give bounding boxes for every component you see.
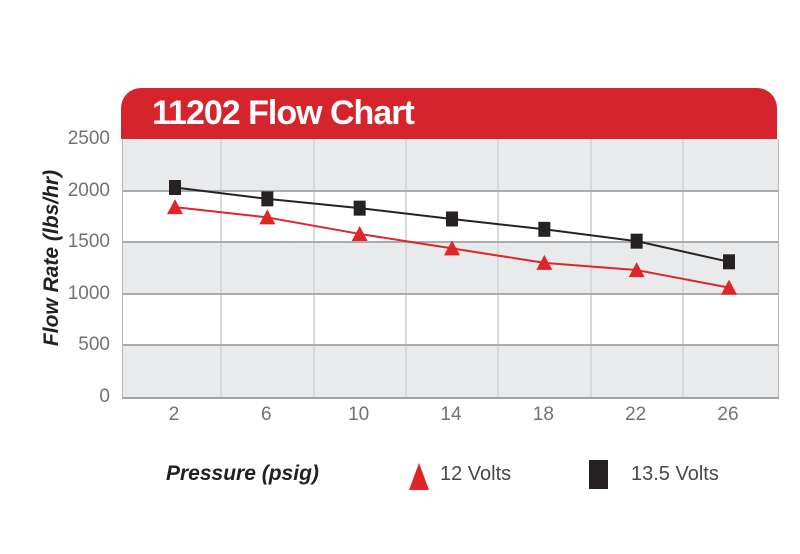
plot-band [123, 293, 778, 346]
x-tick-label: 18 [532, 404, 554, 425]
horizontal-gridline [123, 292, 778, 295]
vertical-gridline [681, 139, 684, 397]
y-tick-label: 2500 [67, 128, 110, 149]
x-tick-label: 10 [348, 404, 370, 425]
data-point-marker [723, 254, 735, 270]
triangle-marker-icon [409, 463, 429, 490]
vertical-gridline [404, 139, 407, 397]
data-point-marker [259, 209, 276, 225]
data-point-marker [630, 233, 643, 249]
horizontal-gridline [123, 241, 778, 244]
x-tick-label: 14 [440, 404, 462, 425]
y-tick-label: 1000 [67, 282, 110, 304]
y-tick-label: 1500 [67, 231, 110, 253]
horizontal-gridline [123, 189, 778, 192]
y-tick-label: 2000 [67, 179, 110, 201]
y-tick-label: 0 [99, 386, 110, 407]
y-tick-label: 500 [78, 334, 110, 356]
vertical-gridline [312, 139, 315, 397]
vertical-gridline [220, 139, 223, 397]
plot-area [122, 139, 779, 399]
data-point-marker [536, 254, 553, 270]
horizontal-gridline [123, 344, 778, 347]
data-point-marker [351, 225, 368, 241]
x-tick-label: 22 [625, 404, 647, 425]
data-point-marker [169, 180, 181, 196]
data-point-marker [353, 200, 366, 216]
series-layer [167, 180, 737, 295]
chart-title-banner: 11202 Flow Chart [121, 88, 777, 139]
x-axis-title: Pressure (psig) [166, 462, 319, 485]
vertical-gridline [589, 139, 592, 397]
data-point-marker [538, 221, 551, 237]
x-tick-label: 2 [168, 404, 180, 425]
data-point-marker [721, 279, 737, 295]
plot-band [123, 139, 778, 191]
plot-band [123, 345, 778, 397]
legend-label-13-5-volts: 13.5 Volts [631, 463, 719, 485]
data-point-marker [261, 191, 274, 207]
chart-title: 11202 Flow Chart [152, 94, 415, 132]
vertical-gridline [497, 139, 500, 397]
data-point-marker [446, 211, 458, 227]
x-tick-label: 26 [717, 404, 739, 425]
legend-label-12-volts: 12 Volts [440, 463, 512, 485]
data-point-marker [628, 262, 645, 278]
data-point-marker [167, 199, 183, 215]
square-marker-icon [589, 460, 608, 489]
x-tick-label: 6 [261, 404, 272, 425]
data-point-marker [444, 240, 460, 256]
